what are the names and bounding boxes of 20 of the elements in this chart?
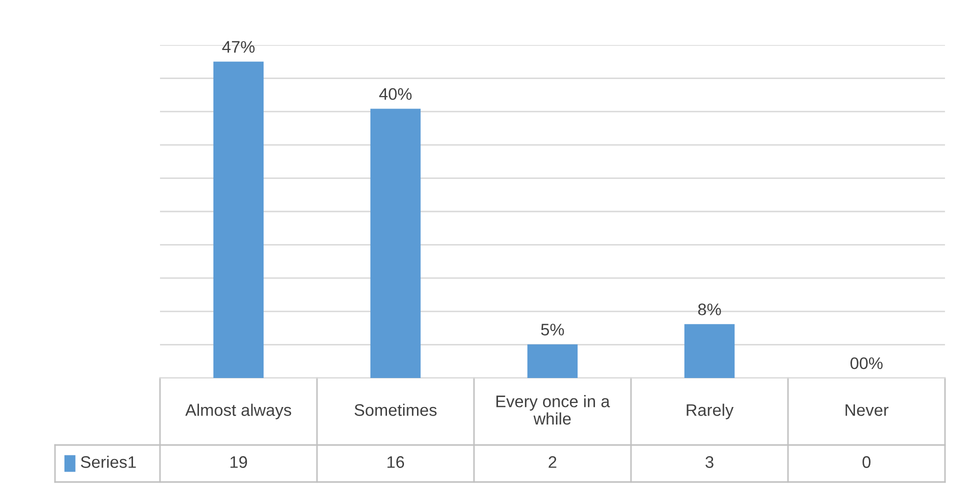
x-tick-label: Never [846, 404, 888, 416]
text: 2 [548, 456, 556, 468]
x-tick-label: Every once in a while [496, 395, 610, 425]
bar [213, 62, 264, 378]
x-tick-label: Sometimes [354, 404, 437, 416]
data-label: 5% [541, 324, 564, 336]
data-label: 8% [698, 304, 721, 316]
bar [684, 324, 735, 378]
data-label: 47% [222, 41, 255, 53]
text: 16 [388, 456, 404, 468]
data-label: 00% [850, 357, 883, 370]
x-tick-label: Rarely [686, 404, 734, 420]
data-label: 40% [379, 88, 412, 100]
legend-label: Series1 [80, 456, 136, 468]
bar [527, 344, 578, 378]
x-tick-label: Almost always [185, 404, 292, 420]
text: 3 [706, 456, 714, 468]
bar [370, 108, 421, 378]
text: 19 [230, 456, 247, 468]
text: 0 [862, 456, 870, 468]
